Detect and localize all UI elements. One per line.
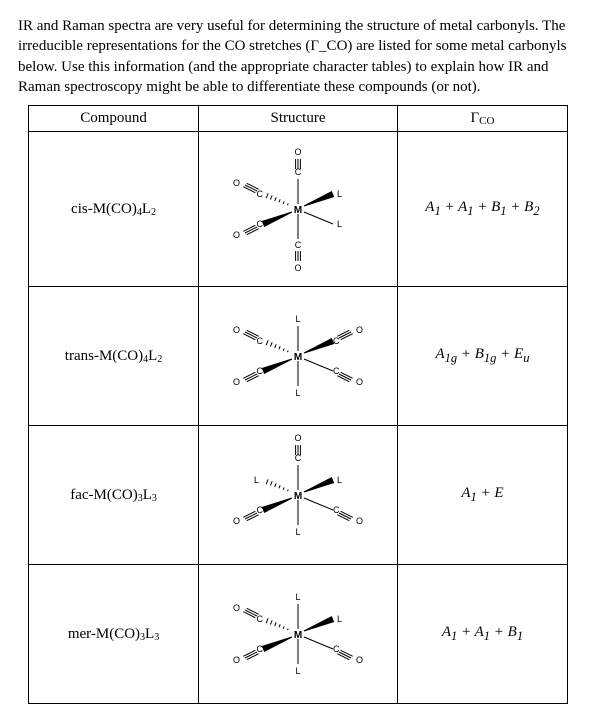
svg-text:O: O xyxy=(233,230,240,240)
table-header-row: Compound Structure ΓCO xyxy=(29,106,568,132)
svg-text:L: L xyxy=(295,388,300,398)
compound-cell: fac-M(CO)3L3 xyxy=(29,426,199,565)
table-row: fac-M(CO)3L3COLLLCOCOMA1 + E xyxy=(29,426,568,565)
table-row: cis-M(CO)4L2COCOCOLCOLMA1 + A1 + B1 + B2 xyxy=(29,132,568,287)
svg-text:C: C xyxy=(256,189,263,199)
svg-text:L: L xyxy=(295,527,300,537)
svg-text:O: O xyxy=(294,433,301,443)
svg-text:C: C xyxy=(256,644,263,654)
gamma-cell: A1 + E xyxy=(397,426,567,565)
svg-text:O: O xyxy=(294,147,301,157)
header-gamma: ΓCO xyxy=(397,106,567,132)
svg-text:O: O xyxy=(233,377,240,387)
svg-text:M: M xyxy=(294,352,302,363)
svg-text:O: O xyxy=(233,655,240,665)
compound-cell: trans-M(CO)4L2 xyxy=(29,287,199,426)
svg-text:L: L xyxy=(337,475,342,485)
structure-cell: LLCOCOCOCOM xyxy=(199,287,398,426)
gamma-cell: A1 + A1 + B1 + B2 xyxy=(397,132,567,287)
svg-text:L: L xyxy=(295,666,300,676)
svg-text:O: O xyxy=(294,263,301,273)
compound-cell: mer-M(CO)3L3 xyxy=(29,565,199,704)
table-row: mer-M(CO)3L3LLCOLCOCOMA1 + A1 + B1 xyxy=(29,565,568,704)
svg-text:C: C xyxy=(295,240,302,250)
intro-text: IR and Raman spectra are very useful for… xyxy=(18,18,567,95)
svg-text:C: C xyxy=(256,336,263,346)
gamma-cell: A1 + A1 + B1 xyxy=(397,565,567,704)
svg-text:L: L xyxy=(295,314,300,324)
svg-text:O: O xyxy=(356,516,363,526)
structure-cell: COCOCOLCOLM xyxy=(199,132,398,287)
structure-cell: LLCOLCOCOM xyxy=(199,565,398,704)
header-compound: Compound xyxy=(29,106,199,132)
svg-text:C: C xyxy=(256,614,263,624)
svg-text:C: C xyxy=(256,366,263,376)
svg-text:L: L xyxy=(337,219,342,229)
svg-text:O: O xyxy=(233,178,240,188)
carbonyl-table: Compound Structure ΓCO cis-M(CO)4L2 C O C O C… xyxy=(28,105,568,704)
svg-text:M: M xyxy=(294,491,302,502)
svg-text:O: O xyxy=(233,516,240,526)
svg-text:O: O xyxy=(356,325,363,335)
structure-cell: COLLLCOCOM xyxy=(199,426,398,565)
header-structure: Structure xyxy=(199,106,398,132)
svg-text:O: O xyxy=(356,377,363,387)
table-row: trans-M(CO)4L2LLCOCOCOCOMA1g + B1g + Eu xyxy=(29,287,568,426)
svg-text:L: L xyxy=(254,475,259,485)
svg-text:C: C xyxy=(256,219,263,229)
intro-paragraph: IR and Raman spectra are very useful for… xyxy=(18,16,594,97)
svg-text:M: M xyxy=(294,630,302,641)
svg-text:O: O xyxy=(356,655,363,665)
svg-text:L: L xyxy=(337,614,342,624)
compound-cell: cis-M(CO)4L2 xyxy=(29,132,199,287)
svg-text:O: O xyxy=(233,325,240,335)
svg-text:L: L xyxy=(337,189,342,199)
svg-text:O: O xyxy=(233,603,240,613)
svg-text:L: L xyxy=(295,592,300,602)
svg-text:C: C xyxy=(256,505,263,515)
gamma-cell: A1g + B1g + Eu xyxy=(397,287,567,426)
svg-text:M: M xyxy=(294,205,302,216)
